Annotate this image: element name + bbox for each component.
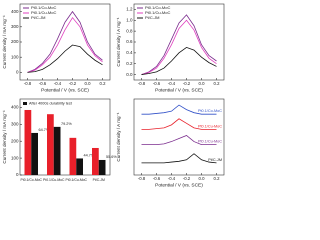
legend-label: Pt0.1/Co-MoC [31,5,56,10]
plot-frame [19,98,111,176]
y-tick-label: 0.6 [126,39,133,44]
legend-label: Pt0.1/Co-MoC [145,5,170,10]
y-tick-label: 200 [11,138,19,143]
y-tick-label: 200 [11,39,19,44]
annotation: 64.7% [39,128,50,132]
x-tick-label: -0.2 [183,176,191,181]
y-tick-label: 300 [11,122,19,127]
x-axis-title: Potential / V (vs. SCE) [41,87,89,93]
series-label: Pt/C-JM [208,158,222,162]
legend-label: Pt/C-JM [145,15,159,20]
x-tick-label: -0.8 [138,81,146,86]
y-tick-label: 400 [11,105,19,110]
bar [98,159,106,175]
legend-label: Pt0.1/Cu-MoC [145,10,170,15]
x-tick-label: 0.2 [214,81,221,86]
line [141,46,217,75]
x-tick-label: 0.2 [214,176,221,181]
page: {"chart_data":[ {"type":"line","x":[-0.8… [2,3,225,189]
figure: Current density / mA mg⁻¹ 0 100 200 300 400 Po… [2,3,225,188]
x-tick-label: -0.6 [39,81,47,86]
line [27,10,103,73]
y-tick-label: 100 [11,54,19,59]
series-label: Pt0.1/Cu-MoC [198,124,222,128]
line [141,14,217,75]
x-tick-label: 0.0 [199,81,206,86]
line [141,153,217,164]
x-tick-label: -0.4 [168,176,176,181]
x-tick-label: Pt0.1/Cu-MoC [66,178,88,182]
bar [92,147,99,175]
bar [76,158,83,175]
y-axis-title: Current density / mA mg⁻¹ [2,15,7,69]
legend-label: Pt0.1/Cu-MoC [31,10,56,15]
x-tick-label: 0.0 [85,81,92,86]
legend-swatch [23,102,27,105]
y-tick-label: 0.4 [126,50,133,55]
annotation: 55.6% [106,155,117,159]
y-tick-label: 0.8 [126,28,133,33]
x-tick-label: -0.4 [168,81,176,86]
line [27,16,103,73]
y-axis-title: Current density / mA mg⁻¹ [2,110,7,164]
y-tick-label: 1.0 [126,17,133,22]
x-tick-label: Pt0.1/Cu-MoC [43,178,65,182]
legend-label: Pt/C-JM [31,15,45,20]
line [141,19,217,75]
x-tick-label: -0.2 [69,81,77,86]
y-axis-title: Current density / A mg⁻¹ [116,112,121,162]
y-tick-label: 0 [16,70,19,75]
y-tick-label: 1.2 [126,7,133,12]
x-tick-label: -0.6 [153,176,161,181]
y-tick-label: 100 [11,155,19,160]
x-tick-label: Pt0.1/Co-MoC [21,178,43,182]
x-tick-label: Pt/C-JM [93,178,105,182]
legend-label: After 4000s durability test [29,102,73,106]
x-tick-label: 0.0 [199,176,206,181]
x-tick-label: -0.8 [24,81,32,86]
x-axis-title: Potential / V (vs. SCE) [155,182,203,188]
x-tick-label: -0.6 [153,81,161,86]
annotation: 79.2% [61,122,72,126]
bar [47,114,54,175]
line [141,118,217,130]
x-tick-label: -0.2 [183,81,191,86]
y-tick-label: 0.0 [126,72,133,77]
x-tick-label: 0.2 [100,81,107,86]
bar [31,132,38,175]
x-tick-label: -0.4 [54,81,62,86]
x-axis-title: Potential / V (vs. SCE) [155,87,203,93]
bar [24,109,32,175]
y-tick-label: 0.2 [126,61,133,66]
bar [69,137,77,175]
line [141,135,217,145]
plot-frame [133,98,225,176]
annotation: 44.7% [84,153,95,157]
line [27,44,103,73]
y-tick-label: 300 [11,24,19,29]
bar [53,126,61,175]
line [141,104,217,115]
series-label: Pt0.1/Cu-MoC [198,140,222,144]
x-tick-label: -0.8 [138,176,146,181]
y-tick-label: 0 [16,172,19,177]
series-label: Pt0.1/Co-MoC [198,109,222,113]
y-axis-title: Current density / A mg⁻¹ [116,17,121,67]
y-tick-label: 400 [11,9,19,14]
